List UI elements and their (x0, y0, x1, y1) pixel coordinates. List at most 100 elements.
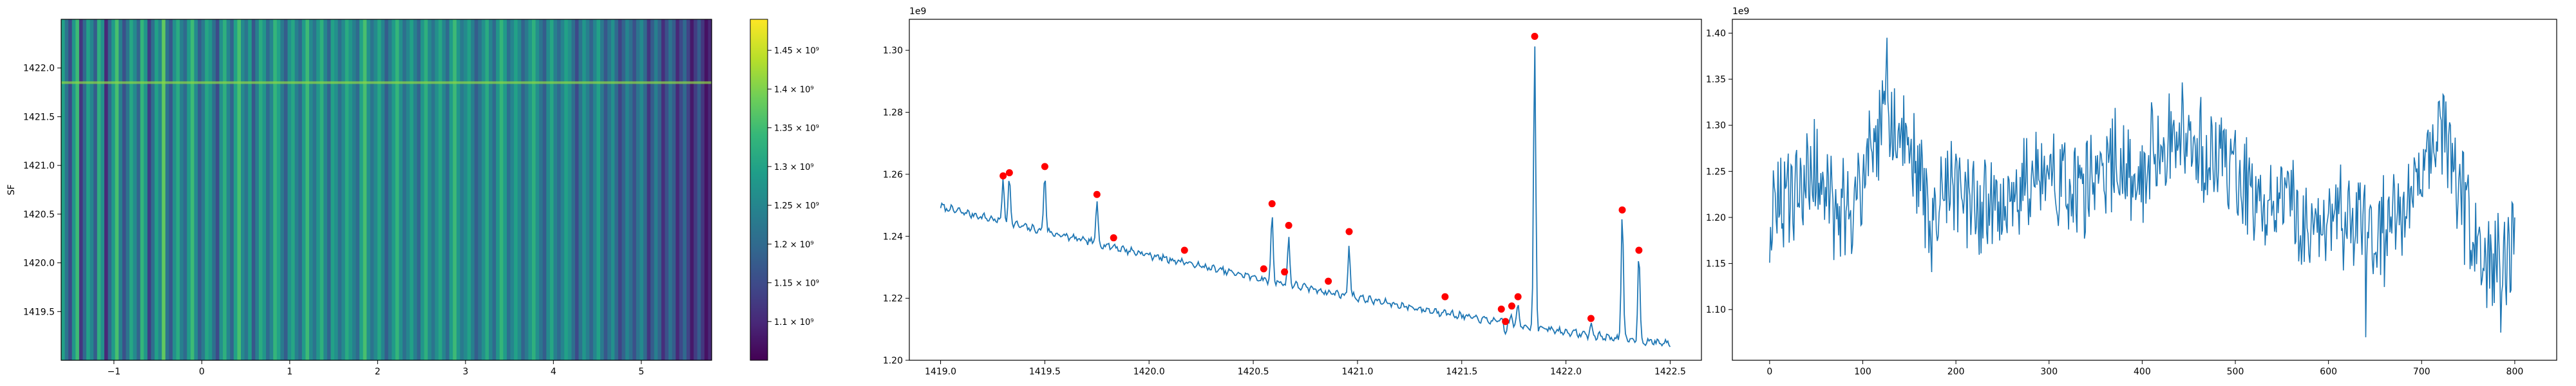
heatmap-cells (61, 19, 712, 360)
heatmap-column (456, 19, 460, 360)
heatmap-column (115, 19, 119, 360)
heatmap-column (237, 19, 242, 360)
y-tick-label: 1.25 (1706, 167, 1726, 177)
heatmap-column (241, 19, 245, 360)
heatmap-column (309, 19, 314, 360)
heatmap-column (539, 19, 544, 360)
x-tick-label: 4 (551, 367, 556, 377)
heatmap-column (421, 19, 425, 360)
heatmap-column (68, 19, 73, 360)
heatmap-column (428, 19, 432, 360)
heatmap-column (600, 19, 605, 360)
heatmap-column (345, 19, 350, 360)
peak-marker (1285, 221, 1293, 229)
heatmap-column (535, 19, 540, 360)
x-tick-label: 1421.0 (1341, 367, 1373, 377)
y-tick-label: 1.20 (883, 356, 903, 366)
heatmap-column (187, 19, 191, 360)
heatmap-column (93, 19, 98, 360)
heatmap-column (162, 19, 166, 360)
heatmap-column (442, 19, 446, 360)
heatmap-column (528, 19, 533, 360)
x-tick-label: 2 (375, 367, 381, 377)
heatmap-column (337, 19, 342, 360)
heatmap-column (71, 19, 76, 360)
heatmap-column (90, 19, 94, 360)
heatmap-column (75, 19, 80, 360)
heatmap-column (676, 19, 680, 360)
peak-marker (1635, 246, 1643, 254)
heatmap-column (100, 19, 105, 360)
heatmap-column (701, 19, 705, 360)
heatmap-column (603, 19, 608, 360)
x-tick-label: 200 (1947, 367, 1965, 377)
y-tick-label: 1421.0 (23, 161, 55, 171)
heatmap-column (517, 19, 522, 360)
heatmap-column (194, 19, 198, 360)
heatmap-column (410, 19, 414, 360)
peak-markers (999, 33, 1643, 326)
heatmap-column (499, 19, 504, 360)
y-tick-label: 1.28 (883, 108, 903, 118)
heatmap-column (524, 19, 529, 360)
heatmap-column (137, 19, 141, 360)
heatmap-column (111, 19, 116, 360)
heatmap-column (665, 19, 669, 360)
heatmap-column (301, 19, 307, 360)
heatmap-column (381, 19, 385, 360)
heatmap-column (478, 19, 482, 360)
x-tick-label: 500 (2227, 367, 2244, 377)
heatmap-column (553, 19, 558, 360)
colorbar-tick-label: 1.45 × 10⁹ (774, 46, 819, 56)
heatmap-column (658, 19, 662, 360)
colorbar-tick-label: 1.1 × 10⁹ (774, 318, 814, 327)
heatmap-column (262, 19, 267, 360)
heatmap-column (334, 19, 339, 360)
heatmap-column (406, 19, 410, 360)
heatmap-column (492, 19, 497, 360)
heatmap-column (395, 19, 400, 360)
heatmap-column (104, 19, 109, 360)
heatmap-column (255, 19, 260, 360)
heatmap-column (690, 19, 694, 360)
heatmap-column (485, 19, 489, 360)
heatmap-column (531, 19, 536, 360)
heatmap-column (424, 19, 428, 360)
heatmap-column (639, 19, 644, 360)
heatmap-column (629, 19, 633, 360)
heatmap-column (503, 19, 507, 360)
heatmap-column (417, 19, 421, 360)
peak-marker (1345, 228, 1353, 235)
heatmap-column (650, 19, 655, 360)
heatmap-column (169, 19, 173, 360)
heatmap-column (643, 19, 648, 360)
heatmap-column (446, 19, 450, 360)
y-tick-label: 1422.0 (23, 64, 55, 74)
heatmap-column (323, 19, 328, 360)
heatmap-column (694, 19, 698, 360)
peak-marker (1587, 315, 1595, 322)
heatmap-column (155, 19, 159, 360)
x-tick-label: 400 (2134, 367, 2151, 377)
heatmap-y-ticks: 1419.5 1420.0 1420.5 1421.0 1421.5 1422.0 (23, 64, 61, 317)
heatmap-column (366, 19, 371, 360)
heatmap-column (679, 19, 683, 360)
heatmap-column (198, 19, 202, 360)
peak-marker (1508, 302, 1515, 310)
y-tick-label: 1.22 (883, 294, 903, 304)
heatmap-column (697, 19, 701, 360)
heatmap-column (215, 19, 220, 360)
heatmap-column (97, 19, 101, 360)
heatmap-column (294, 19, 299, 360)
x-tick-label: 0 (199, 367, 205, 377)
series-line (1769, 37, 2515, 338)
peaks-y-ticks: 1.20 1.22 1.24 1.26 1.28 1.30 (883, 46, 909, 366)
colorbar-tick-label: 1.25 × 10⁹ (774, 201, 819, 211)
heatmap-column (291, 19, 296, 360)
heatmap-column (636, 19, 640, 360)
heatmap-column (158, 19, 162, 360)
heatmap-column (341, 19, 346, 360)
spectrum-line (940, 46, 1671, 347)
colorbar-tick-label: 1.2 × 10⁹ (774, 240, 814, 250)
peaks-x-ticks: 1419.0 1419.5 1420.0 1420.5 1421.0 1421.5 1422… (925, 360, 1686, 377)
